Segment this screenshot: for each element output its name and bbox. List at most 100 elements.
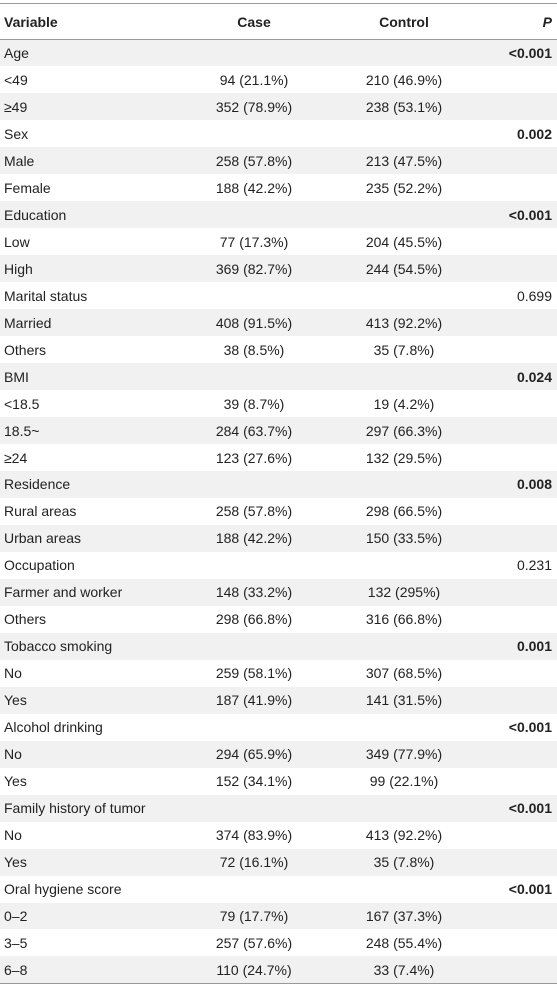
table-row: ≥24 123 (27.6%) 132 (29.5%)	[0, 444, 557, 471]
table-cell: 72 (16.1%)	[219, 854, 289, 871]
table-row: No 374 (83.9%) 413 (92.2%)	[0, 822, 557, 849]
table-cell: Male	[4, 152, 35, 169]
table-cell: 258 (57.8%)	[215, 503, 293, 520]
table-cell: ≥24	[4, 449, 28, 466]
table: Variable Case Control P Age <0.001 <49 94 (…	[0, 3, 557, 984]
table-row: Others 38 (8.5%) 35 (7.8%)	[0, 336, 557, 363]
table-cell	[194, 363, 314, 390]
table-cell	[314, 201, 494, 228]
table-cell: Low	[4, 233, 30, 250]
table-cell: Others	[4, 611, 47, 628]
table-cell	[194, 633, 314, 660]
table-row: <49 94 (21.1%) 210 (46.9%)	[0, 66, 557, 93]
table-cell	[494, 255, 557, 282]
table-row: Married 408 (91.5%) 413 (92.2%)	[0, 309, 557, 337]
table-cell: Tobacco smoking	[4, 638, 113, 655]
table-cell: 187 (41.9%)	[215, 692, 293, 709]
table-cell: Marital status	[4, 287, 88, 304]
table-cell: 374 (83.9%)	[215, 827, 293, 844]
table-cell	[314, 714, 494, 741]
table-cell: 19 (4.2%)	[373, 395, 435, 412]
table-cell: 298 (66.8%)	[215, 611, 293, 628]
table-cell: 235 (52.2%)	[365, 179, 443, 196]
table-cell: 213 (47.5%)	[365, 152, 443, 169]
table-cell	[494, 228, 557, 255]
table-row: Others 298 (66.8%) 316 (66.8%)	[0, 606, 557, 633]
table-row: Education <0.001	[0, 201, 557, 229]
table-cell: 39 (8.7%)	[223, 395, 285, 412]
table-cell	[494, 606, 557, 633]
table-cell: 238 (53.1%)	[365, 98, 443, 115]
table-cell: 0.024	[516, 368, 552, 385]
table-cell: Married	[4, 314, 52, 331]
table-cell: Urban areas	[4, 530, 82, 547]
table-cell	[494, 660, 557, 687]
table-cell	[194, 552, 314, 579]
table-cell: Yes	[4, 692, 27, 709]
table-cell: 110 (24.7%)	[216, 961, 292, 978]
table-cell	[494, 309, 557, 336]
table-cell: Yes	[4, 854, 27, 871]
table-cell: 258 (57.8%)	[215, 152, 293, 169]
table-cell: 6–8	[4, 961, 28, 978]
table-cell	[494, 741, 557, 768]
table-cell	[194, 714, 314, 741]
table-cell: <0.001	[508, 800, 552, 817]
table-cell	[494, 498, 557, 525]
table-cell	[194, 876, 314, 903]
table-cell: 94 (21.1%)	[219, 71, 289, 88]
table-cell	[314, 471, 494, 498]
table-cell: Oral hygiene score	[4, 881, 122, 898]
table-cell: 132 (29.5%)	[365, 449, 443, 466]
table-cell: 316 (66.8%)	[365, 611, 443, 628]
table-cell	[494, 849, 557, 876]
table-cell: Family history of tumor	[4, 800, 146, 817]
table-cell: 167 (37.3%)	[365, 907, 443, 924]
table-row: Age <0.001	[0, 39, 557, 67]
table-row: Tobacco smoking 0.001	[0, 632, 557, 660]
table-row: 3–5 257 (57.6%) 248 (55.4%)	[0, 929, 557, 956]
table-cell: BMI	[4, 368, 29, 385]
header-cell: P	[542, 13, 552, 30]
table-cell: <0.001	[508, 881, 552, 898]
table-cell: 307 (68.5%)	[365, 665, 443, 682]
table-cell: 298 (66.5%)	[365, 503, 443, 520]
table-cell: High	[4, 260, 33, 277]
table-cell	[494, 417, 557, 444]
table-row: 18.5~ 284 (63.7%) 297 (66.3%)	[0, 417, 557, 445]
table-cell: 188 (42.2%)	[215, 530, 293, 547]
table-cell: 18.5~	[4, 422, 40, 439]
table-cell	[194, 471, 314, 498]
table-cell	[194, 795, 314, 822]
table-cell: Others	[4, 341, 47, 358]
table-cell	[194, 201, 314, 228]
table-cell: 297 (66.3%)	[365, 422, 443, 439]
table-row: High 369 (82.7%) 244 (54.5%)	[0, 255, 557, 283]
table-cell: 257 (57.6%)	[215, 934, 293, 951]
table-cell: Education	[4, 206, 67, 223]
table-cell	[314, 282, 494, 309]
table-row: 0–2 79 (17.7%) 167 (37.3%)	[0, 902, 557, 930]
table-cell: No	[4, 665, 22, 682]
table-cell: No	[4, 746, 22, 763]
table-cell	[494, 956, 557, 983]
table-cell: No	[4, 827, 22, 844]
table-cell: <49	[4, 71, 28, 88]
table-cell	[494, 768, 557, 795]
table-cell: <0.001	[508, 719, 552, 736]
table-row: No 294 (65.9%) 349 (77.9%)	[0, 740, 557, 768]
table-cell	[194, 282, 314, 309]
table-cell: 132 (295%)	[367, 584, 441, 601]
table-cell: 204 (45.5%)	[365, 233, 443, 250]
table-cell: 349 (77.9%)	[365, 746, 443, 763]
table-cell: 3–5	[4, 934, 28, 951]
table-cell: Residence	[4, 476, 71, 493]
table-cell: <0.001	[508, 45, 552, 62]
table-cell	[494, 525, 557, 552]
table-cell: 0.231	[516, 557, 552, 574]
table-cell: <0.001	[508, 206, 552, 223]
table-row: No 259 (58.1%) 307 (68.5%)	[0, 660, 557, 687]
table-cell	[314, 795, 494, 822]
table-cell: 33 (7.4%)	[373, 961, 435, 978]
table-row: Marital status 0.699	[0, 282, 557, 309]
